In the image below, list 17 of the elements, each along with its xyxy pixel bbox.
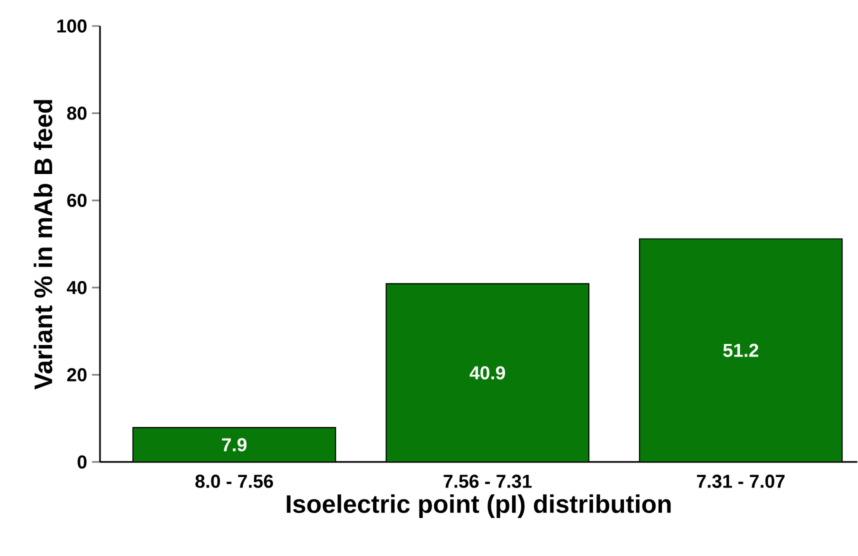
y-tick-label: 100 <box>57 19 87 33</box>
data-label: 40.9 <box>470 366 506 380</box>
y-tick-label: 0 <box>78 455 87 469</box>
x-tick-label: 7.56 - 7.31 <box>444 474 532 488</box>
bar <box>132 427 336 462</box>
bar <box>386 283 590 462</box>
x-axis-title: Isoelectric point (pI) distribution <box>286 494 671 518</box>
x-tick-label: 8.0 - 7.56 <box>195 474 273 488</box>
x-tick-label: 7.31 - 7.07 <box>696 474 785 488</box>
data-label: 7.9 <box>222 438 247 452</box>
y-tick-label: 60 <box>67 194 87 208</box>
y-tick-label: 40 <box>66 280 87 294</box>
y-tick-label: 20 <box>67 368 87 382</box>
data-label: 51.2 <box>723 344 758 357</box>
y-tick-label: 80 <box>67 106 87 120</box>
y-axis-title: Variant % in mAb B feed <box>34 100 52 390</box>
bar <box>638 238 843 462</box>
